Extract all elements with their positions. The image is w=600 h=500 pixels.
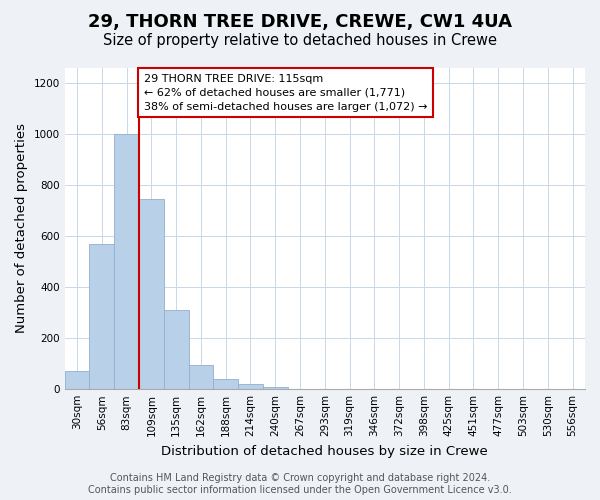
Bar	[139, 199, 164, 389]
X-axis label: Distribution of detached houses by size in Crewe: Distribution of detached houses by size …	[161, 444, 488, 458]
Text: Size of property relative to detached houses in Crewe: Size of property relative to detached ho…	[103, 32, 497, 48]
Bar	[263, 386, 287, 389]
Bar	[188, 365, 214, 389]
Bar	[164, 310, 188, 389]
Y-axis label: Number of detached properties: Number of detached properties	[15, 124, 28, 334]
Bar	[114, 134, 139, 389]
Text: Contains HM Land Registry data © Crown copyright and database right 2024.
Contai: Contains HM Land Registry data © Crown c…	[88, 474, 512, 495]
Bar	[238, 384, 263, 389]
Text: 29 THORN TREE DRIVE: 115sqm
← 62% of detached houses are smaller (1,771)
38% of : 29 THORN TREE DRIVE: 115sqm ← 62% of det…	[144, 74, 427, 112]
Bar	[214, 379, 238, 389]
Bar	[89, 244, 114, 389]
Bar	[65, 372, 89, 389]
Text: 29, THORN TREE DRIVE, CREWE, CW1 4UA: 29, THORN TREE DRIVE, CREWE, CW1 4UA	[88, 12, 512, 30]
